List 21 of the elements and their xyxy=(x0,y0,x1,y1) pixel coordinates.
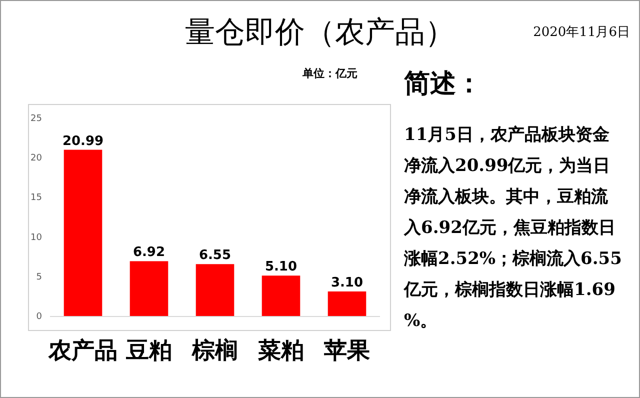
x-tick-label: 苹果 xyxy=(323,337,370,364)
x-tick-label: 菜粕 xyxy=(257,337,304,364)
y-tick-label: 20 xyxy=(30,154,42,164)
y-tick-label: 25 xyxy=(30,114,42,124)
text: 11月5日，农产品板块资金净流入20.99亿元，为当日净流入板块。其中，豆粕流入6.92亿元，焦豆粕指数日涨幅2.52%；棕榈流入6.55亿元，棕榈指数日涨幅1.69%。 xyxy=(403,125,622,331)
text: 简述： xyxy=(403,69,482,99)
y-tick-label: 15 xyxy=(30,193,42,204)
y-tick-label: 5 xyxy=(36,272,42,282)
data-label: 3.10 xyxy=(330,275,364,290)
chart-title: 量仓即价（农产品） xyxy=(185,15,455,50)
data-label: 5.10 xyxy=(264,260,298,275)
data-label: 6.92 xyxy=(132,245,166,260)
data-label: 20.99 xyxy=(62,134,104,149)
x-tick-label: 农产品 xyxy=(48,337,118,364)
text: 2020年11月6日 xyxy=(533,25,630,40)
data-label: 6.55 xyxy=(198,248,232,264)
y-tick-label: 0 xyxy=(36,312,42,322)
y-tick-label: 10 xyxy=(30,232,42,243)
text: 单位：亿元 xyxy=(302,67,358,80)
x-tick-label: 豆粕 xyxy=(125,337,172,364)
x-tick-label: 棕榈 xyxy=(191,337,238,364)
